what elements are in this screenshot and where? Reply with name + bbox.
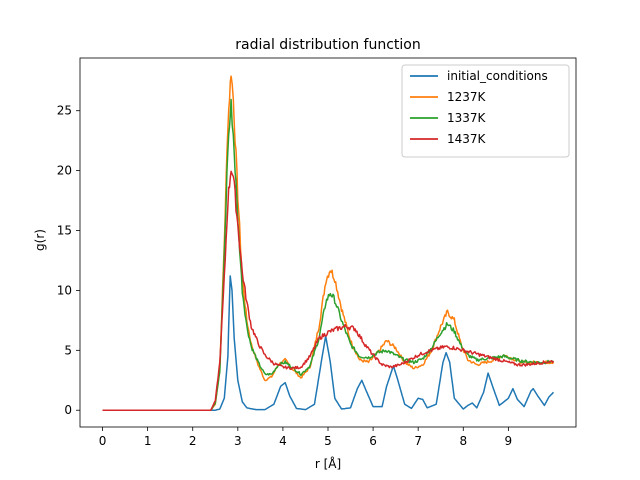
y-tick-label: 5 <box>64 343 72 357</box>
x-tick-label: 1 <box>144 434 152 448</box>
x-tick-label: 2 <box>189 434 197 448</box>
x-axis-label: r [Å] <box>315 456 341 471</box>
x-tick-label: 9 <box>505 434 513 448</box>
plot-area <box>102 75 555 411</box>
series-line-1437K <box>102 170 555 411</box>
x-tick-label: 6 <box>369 434 377 448</box>
x-tick-label: 5 <box>324 434 332 448</box>
legend-box <box>401 64 570 158</box>
legend-entry: initial_conditions <box>447 69 548 83</box>
legend-entry: 1337K <box>447 111 487 125</box>
axes: 0 1 2 3 4 5 6 7 8 9 0 5 10 15 20 25 <box>57 57 577 448</box>
legend-entry: 1437K <box>447 132 487 146</box>
y-tick-label: 20 <box>57 164 72 178</box>
y-axis-label: g(r) <box>33 229 47 251</box>
legend-entry: 1237K <box>447 90 487 104</box>
legend: initial_conditions 1237K 1337K 1437K <box>401 64 570 158</box>
y-tick-label: 10 <box>57 283 72 297</box>
x-tick-label: 4 <box>279 434 287 448</box>
x-tick-label: 0 <box>99 434 107 448</box>
y-tick-label: 25 <box>57 104 72 118</box>
y-tick-label: 15 <box>57 224 72 238</box>
x-tick-label: 8 <box>459 434 467 448</box>
chart-title: radial distribution function <box>235 37 420 53</box>
x-tick-label: 7 <box>414 434 422 448</box>
y-tick-label: 0 <box>64 403 72 417</box>
x-tick-label: 3 <box>234 434 242 448</box>
